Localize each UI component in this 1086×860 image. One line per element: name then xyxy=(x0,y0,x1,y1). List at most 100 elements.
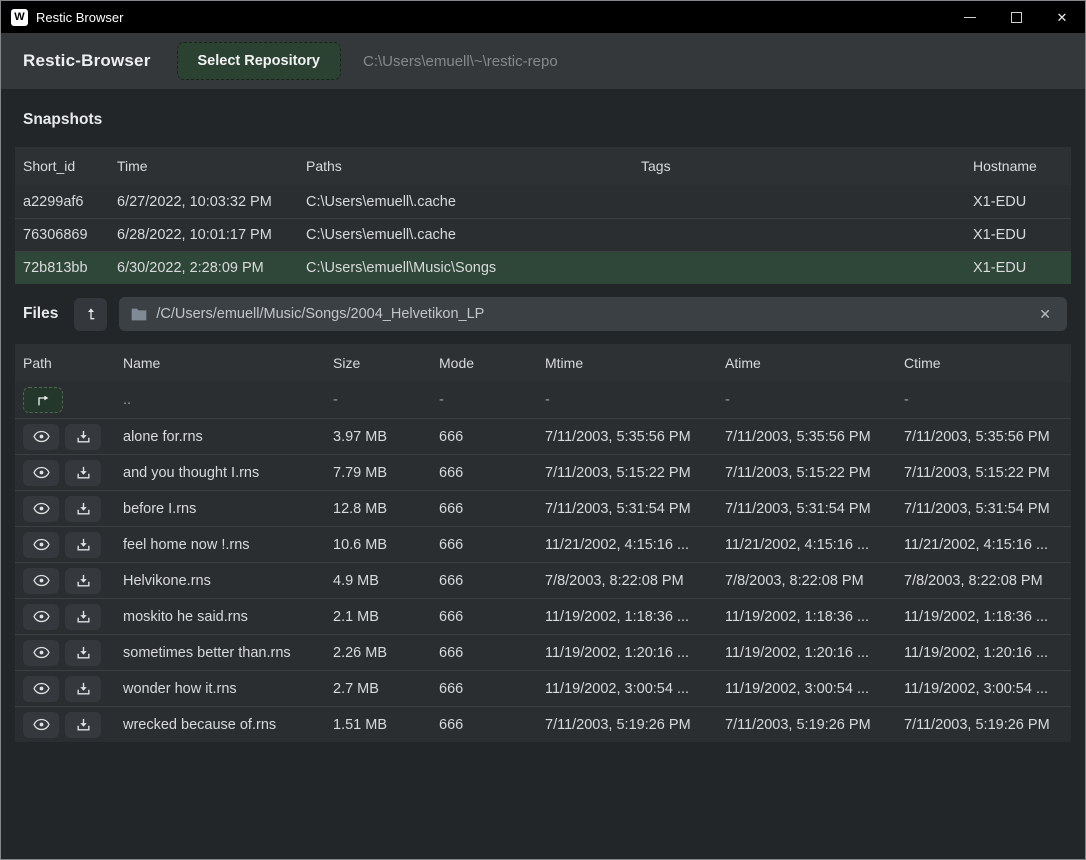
app-title: Restic-Browser xyxy=(23,51,151,71)
file-atime: 11/19/2002, 1:18:36 ... xyxy=(725,609,904,625)
file-row-actions xyxy=(23,676,123,702)
download-file-button[interactable] xyxy=(65,424,101,450)
snapshot-time: 6/30/2022, 2:28:09 PM xyxy=(117,260,306,276)
file-ctime: 11/19/2002, 1:20:16 ... xyxy=(904,645,1071,661)
eye-icon xyxy=(33,430,50,443)
file-mtime: 11/21/2002, 4:15:16 ... xyxy=(545,537,725,553)
download-file-button[interactable] xyxy=(65,568,101,594)
snapshot-short-id: a2299af6 xyxy=(23,194,117,210)
snapshot-row[interactable]: 72b813bb6/30/2022, 2:28:09 PMC:\Users\em… xyxy=(15,251,1071,284)
files-table-body: ..-----alone for.rns3.97 MB6667/11/2003,… xyxy=(15,382,1071,742)
column-header-name: Name xyxy=(123,355,333,371)
file-name: feel home now !.rns xyxy=(123,537,333,553)
file-name: wonder how it.rns xyxy=(123,681,333,697)
snapshot-time: 6/28/2022, 10:01:17 PM xyxy=(117,227,306,243)
files-table-header: PathNameSizeModeMtimeAtimeCtime xyxy=(15,344,1071,382)
snapshots-table-body: a2299af66/27/2022, 10:03:32 PMC:\Users\e… xyxy=(15,185,1071,284)
files-bar: Files /C/Users/emuell/Music/Songs/2004_H… xyxy=(1,284,1085,344)
eye-icon xyxy=(33,610,50,623)
go-up-directory-button[interactable] xyxy=(23,387,63,413)
window-controls: ✕ xyxy=(947,1,1085,33)
close-button[interactable]: ✕ xyxy=(1039,1,1085,33)
file-mode: 666 xyxy=(439,573,545,589)
go-to-root-button[interactable] xyxy=(74,298,107,331)
maximize-button[interactable] xyxy=(993,1,1039,33)
download-file-button[interactable] xyxy=(65,712,101,738)
file-row-actions xyxy=(23,568,123,594)
file-atime: 11/21/2002, 4:15:16 ... xyxy=(725,537,904,553)
snapshot-row[interactable]: 763068696/28/2022, 10:01:17 PMC:\Users\e… xyxy=(15,218,1071,251)
file-mode: 666 xyxy=(439,501,545,517)
column-header-short_id: Short_id xyxy=(23,158,117,174)
download-icon xyxy=(76,537,91,552)
file-name: alone for.rns xyxy=(123,429,333,445)
file-mtime: 7/11/2003, 5:19:26 PM xyxy=(545,717,725,733)
file-atime: 7/11/2003, 5:19:26 PM xyxy=(725,717,904,733)
snapshot-row[interactable]: a2299af66/27/2022, 10:03:32 PMC:\Users\e… xyxy=(15,185,1071,218)
preview-file-button[interactable] xyxy=(23,712,59,738)
download-icon xyxy=(76,717,91,732)
preview-file-button[interactable] xyxy=(23,532,59,558)
snapshot-time: 6/27/2022, 10:03:32 PM xyxy=(117,194,306,210)
file-mtime: - xyxy=(545,392,725,408)
eye-icon xyxy=(33,682,50,695)
snapshot-paths: C:\Users\emuell\.cache xyxy=(306,227,641,243)
preview-file-button[interactable] xyxy=(23,496,59,522)
preview-file-button[interactable] xyxy=(23,640,59,666)
file-atime: 11/19/2002, 3:00:54 ... xyxy=(725,681,904,697)
file-mode: 666 xyxy=(439,681,545,697)
snapshot-hostname: X1-EDU xyxy=(973,194,1071,210)
preview-file-button[interactable] xyxy=(23,460,59,486)
minimize-button[interactable] xyxy=(947,1,993,33)
file-ctime: 7/11/2003, 5:15:22 PM xyxy=(904,465,1071,481)
select-repository-button[interactable]: Select Repository xyxy=(177,42,342,80)
file-name: Helvikone.rns xyxy=(123,573,333,589)
download-file-button[interactable] xyxy=(65,640,101,666)
file-mtime: 7/11/2003, 5:31:54 PM xyxy=(545,501,725,517)
file-size: 1.51 MB xyxy=(333,717,439,733)
download-file-button[interactable] xyxy=(65,532,101,558)
file-row-actions xyxy=(23,604,123,630)
file-mtime: 11/19/2002, 1:18:36 ... xyxy=(545,609,725,625)
file-atime: 11/19/2002, 1:20:16 ... xyxy=(725,645,904,661)
close-icon: ✕ xyxy=(1057,11,1068,24)
eye-icon xyxy=(33,466,50,479)
download-file-button[interactable] xyxy=(65,496,101,522)
up-right-arrow-icon xyxy=(35,393,51,407)
snapshot-hostname: X1-EDU xyxy=(973,227,1071,243)
preview-file-button[interactable] xyxy=(23,568,59,594)
preview-file-button[interactable] xyxy=(23,424,59,450)
file-size: 2.7 MB xyxy=(333,681,439,697)
download-icon xyxy=(76,609,91,624)
column-header-time: Time xyxy=(117,158,306,174)
file-name: .. xyxy=(123,392,333,408)
preview-file-button[interactable] xyxy=(23,604,59,630)
toolbar: Restic-Browser Select Repository C:\User… xyxy=(1,33,1085,89)
download-icon xyxy=(76,429,91,444)
eye-icon xyxy=(33,646,50,659)
column-header-mtime: Mtime xyxy=(545,355,725,371)
file-size: 7.79 MB xyxy=(333,465,439,481)
file-name: sometimes better than.rns xyxy=(123,645,333,661)
column-header-hostname: Hostname xyxy=(973,158,1071,174)
file-ctime: 7/11/2003, 5:19:26 PM xyxy=(904,717,1071,733)
eye-icon xyxy=(33,574,50,587)
file-row-actions xyxy=(23,460,123,486)
file-row-actions xyxy=(23,424,123,450)
clear-path-button[interactable]: ✕ xyxy=(1035,304,1055,325)
snapshots-table-header: Short_idTimePathsTagsHostname xyxy=(15,147,1071,185)
column-header-tags: Tags xyxy=(641,158,973,174)
file-row: feel home now !.rns10.6 MB66611/21/2002,… xyxy=(15,526,1071,562)
app-logo-icon: W xyxy=(11,9,28,26)
column-header-ctime: Ctime xyxy=(904,355,1071,371)
preview-file-button[interactable] xyxy=(23,676,59,702)
file-mode: - xyxy=(439,392,545,408)
download-file-button[interactable] xyxy=(65,460,101,486)
download-file-button[interactable] xyxy=(65,676,101,702)
current-path-field[interactable]: /C/Users/emuell/Music/Songs/2004_Helveti… xyxy=(119,297,1067,331)
snapshot-paths: C:\Users\emuell\.cache xyxy=(306,194,641,210)
file-ctime: 7/11/2003, 5:31:54 PM xyxy=(904,501,1071,517)
file-ctime: - xyxy=(904,392,1071,408)
file-atime: - xyxy=(725,392,904,408)
download-file-button[interactable] xyxy=(65,604,101,630)
